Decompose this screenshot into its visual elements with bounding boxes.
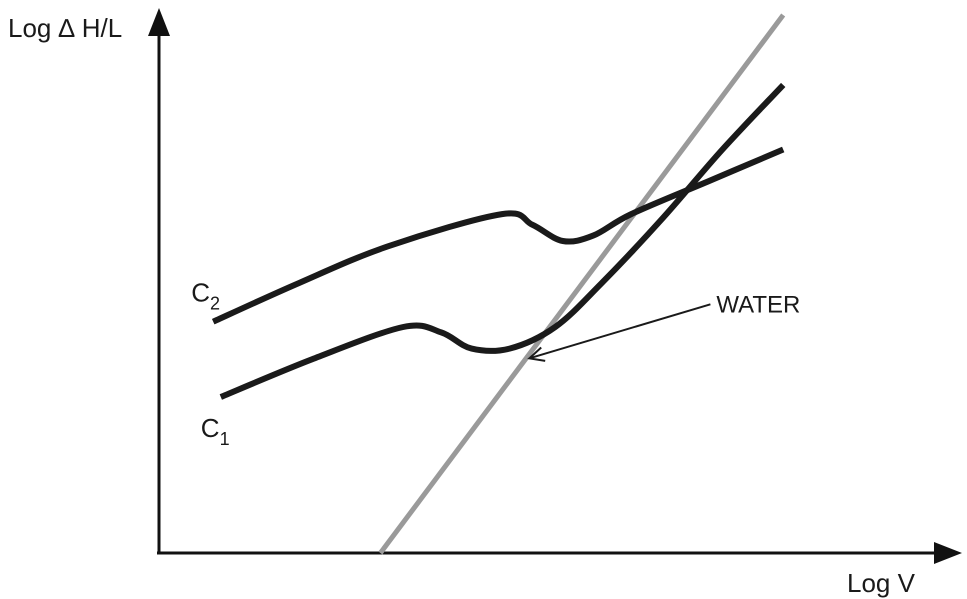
axes: Log ∆ H/L Log V [8,8,962,598]
curve-label-sub: 2 [210,294,220,314]
x-axis-arrow [934,542,962,564]
y-axis-label: Log ∆ H/L [8,13,122,43]
y-axis-arrow [148,8,170,36]
series-line-c2 [211,146,785,325]
x-axis-label: Log V [847,568,916,598]
curve-label-main: C [201,413,220,443]
curve-label-c2: C2 [191,278,220,314]
curve-label-sub: 1 [220,429,230,449]
series-line-c1 [219,82,786,400]
water-annotation-label: WATER [716,291,800,318]
water-annotation-arrow-line [529,303,711,360]
curve-label-main: C [191,278,210,308]
water-annotation-arrowhead [527,346,546,362]
series-line-water [378,13,786,555]
curve-label-c1: C1 [201,413,230,449]
series-layer [211,13,786,555]
